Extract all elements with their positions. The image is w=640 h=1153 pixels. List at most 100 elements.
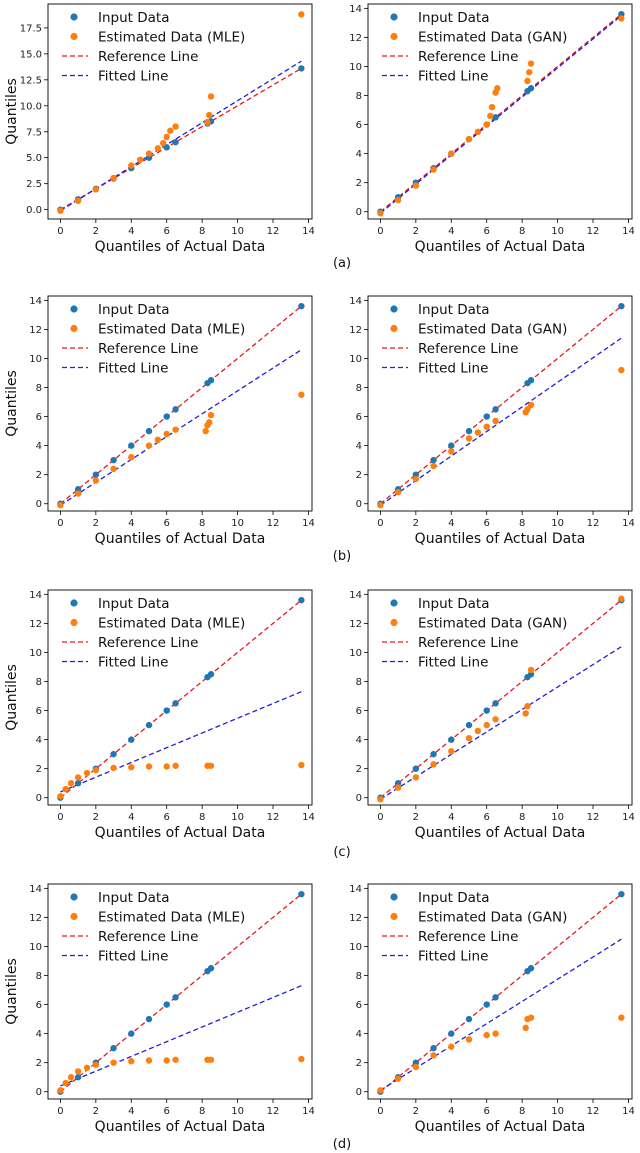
y-tick-label: 8 (356, 383, 362, 394)
input-data-point (145, 721, 153, 729)
legend-label: Reference Line (418, 49, 518, 65)
qq-plot-3: 0 2 4 6 8 10 12 14 0 2 4 6 8 10 12 14 Quantiles of Actua… (349, 295, 635, 547)
input-data-point (298, 890, 305, 898)
legend-estimated-marker (390, 618, 398, 627)
legend-label: Reference Line (418, 635, 518, 651)
estimated-data-point (492, 716, 499, 723)
estimated-data-point (145, 1057, 153, 1064)
x-tick-label: 6 (484, 518, 490, 529)
y-tick-label: 12 (349, 619, 362, 630)
x-tick-label: 14 (302, 1106, 315, 1117)
x-axis-label: Quantiles of Actual Data (415, 531, 586, 547)
x-tick-label: 4 (128, 518, 134, 529)
legend-label: Input Data (418, 596, 489, 612)
y-tick-label: 2.5 (26, 179, 42, 190)
estimated-data-point (74, 1068, 82, 1075)
estimated-data-point (618, 366, 625, 374)
y-tick-label: 2 (36, 470, 42, 481)
y-tick-label: 8 (356, 677, 362, 688)
x-tick-label: 8 (519, 812, 525, 823)
estimated-data-point (207, 762, 215, 769)
legend-estimated-marker (390, 324, 398, 333)
legend-estimated-marker (70, 912, 78, 921)
x-tick-label: 10 (231, 226, 244, 237)
reference-line (60, 67, 302, 211)
x-tick-label: 4 (128, 226, 134, 237)
x-tick-label: 4 (448, 812, 454, 823)
estimated-data-point (159, 139, 167, 147)
input-data-point (527, 377, 535, 384)
y-tick-label: 8 (36, 677, 42, 688)
y-tick-label: 6 (356, 706, 362, 717)
input-data-point (74, 780, 82, 787)
legend-input-marker (390, 893, 398, 901)
estimated-data-point (492, 417, 499, 425)
estimated-data-point (465, 734, 473, 742)
x-tick-label: 14 (622, 1106, 635, 1117)
y-tick-label: 7.5 (26, 127, 42, 138)
input-data-point (145, 1015, 153, 1023)
estimated-data-point (83, 1064, 91, 1071)
y-tick-label: 12 (29, 325, 42, 336)
x-tick-label: 8 (199, 518, 205, 529)
y-tick-label: 2 (356, 178, 362, 189)
legend-label: Input Data (98, 302, 169, 318)
y-tick-label: 14 (349, 590, 362, 601)
estimated-data-point (74, 197, 82, 205)
x-tick-label: 12 (587, 812, 600, 823)
legend-label: Estimated Data (MLE) (98, 322, 245, 338)
input-data-point (492, 994, 499, 1001)
y-tick-label: 6 (356, 412, 362, 423)
qq-plot-0: 0 2 4 6 8 10 12 14 0.0 2.5 5.0 7.5 10.0 12.5 15.0 17.5 Q… (4, 3, 315, 255)
axes-frame (47, 295, 313, 512)
qq-plot-1: 0 2 4 6 8 10 12 14 0 2 4 6 8 10 12 14 Quantiles of Actua… (349, 3, 635, 255)
estimated-data-point (377, 1087, 384, 1094)
axes-frame (367, 295, 633, 512)
x-tick-label: 6 (484, 812, 490, 823)
y-tick-label: 10.0 (20, 101, 42, 112)
x-axis-label: Quantiles of Actual Data (95, 531, 266, 547)
x-tick-label: 0 (57, 226, 63, 237)
x-tick-label: 4 (448, 226, 454, 237)
y-axis-label: Quantiles (4, 78, 20, 145)
x-tick-label: 14 (302, 226, 315, 237)
estimated-data-point (154, 436, 162, 444)
estimated-data-point (92, 1061, 100, 1069)
legend-label: Estimated Data (GAN) (418, 322, 567, 338)
y-tick-label: 12 (29, 619, 42, 630)
input-data-point (465, 427, 473, 435)
reference-line (379, 893, 622, 1093)
input-data-point (128, 1030, 135, 1037)
y-tick-label: 15.0 (20, 49, 42, 60)
estimated-data-point (448, 748, 455, 755)
estimated-data-point (92, 186, 100, 193)
caption-c: (c) (333, 845, 351, 860)
estimated-data-point (206, 419, 213, 426)
legend: Input Data Estimated Data (MLE) Reference … (62, 10, 245, 85)
y-tick-label: 4 (356, 735, 362, 746)
estimated-data-point (207, 93, 215, 100)
y-tick-label: 0 (356, 499, 362, 510)
y-axis-label: Quantiles (4, 664, 20, 731)
legend-label: Input Data (418, 302, 489, 318)
qq-plot-2: 0 2 4 6 8 10 12 14 0 2 4 6 8 10 12 14 Quantiles of Actua… (4, 295, 315, 547)
x-tick-label: 8 (519, 1106, 525, 1117)
caption-a: (a) (332, 256, 352, 271)
estimated-data-point (394, 1075, 402, 1082)
y-axis-label: Quantiles (4, 370, 20, 437)
caption-b: (b) (332, 549, 352, 564)
estimated-data-point (128, 764, 135, 771)
input-data-point (145, 427, 153, 435)
y-tick-label: 17.5 (20, 23, 42, 34)
legend: Input Data Estimated Data (GAN) Reference … (382, 302, 567, 377)
estimated-data-point (145, 763, 153, 770)
y-tick-label: 14 (29, 590, 42, 601)
input-data-point (465, 1015, 473, 1023)
input-data-point (110, 750, 117, 758)
y-tick-label: 6 (36, 706, 42, 717)
estimated-data-point (74, 774, 82, 781)
axes-frame (47, 883, 313, 1100)
fitted-line (380, 337, 622, 506)
x-tick-label: 10 (551, 518, 564, 529)
x-tick-label: 2 (413, 1106, 419, 1117)
